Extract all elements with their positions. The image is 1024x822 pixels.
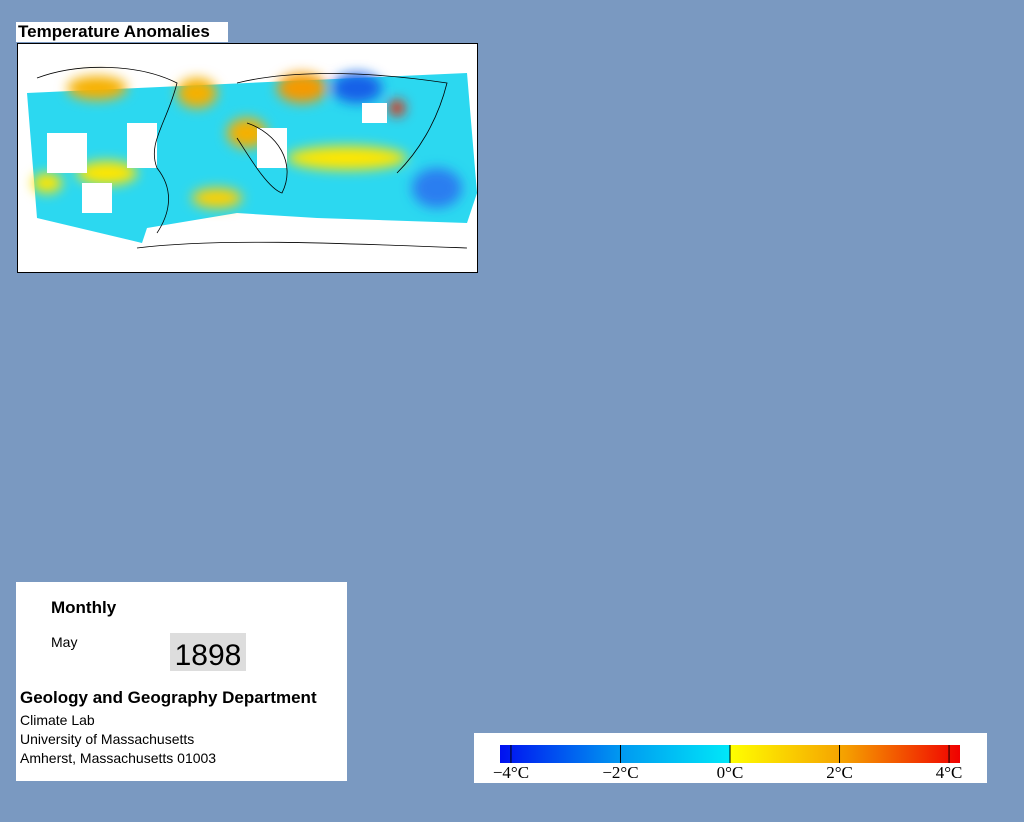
colorbar-tick-label: 4°C — [936, 763, 963, 782]
map — [17, 43, 478, 273]
colorbar-tick-label: −2°C — [602, 763, 638, 782]
frequency: Monthly — [51, 598, 117, 617]
info-line: Climate Lab — [20, 712, 95, 728]
colorbar-tick-label: −4°C — [493, 763, 529, 782]
month: May — [51, 634, 78, 650]
department: Geology and Geography Department — [20, 688, 317, 707]
info-line: University of Massachusetts — [20, 731, 195, 747]
colorbar-tick-label: 2°C — [826, 763, 853, 782]
info-panel: Monthly May 1898 Geology and Geography D… — [16, 582, 347, 781]
info-line: Amherst, Massachusetts 01003 — [20, 750, 217, 766]
year: 1898 — [170, 633, 246, 672]
colorbar: −4°C −2°C 0°C 2°C 4°C — [474, 733, 987, 783]
anomaly-field — [27, 73, 477, 243]
colorbar-tick-label: 0°C — [717, 763, 744, 782]
title: Temperature Anomalies — [18, 22, 210, 41]
title-box: Temperature Anomalies — [16, 22, 228, 42]
